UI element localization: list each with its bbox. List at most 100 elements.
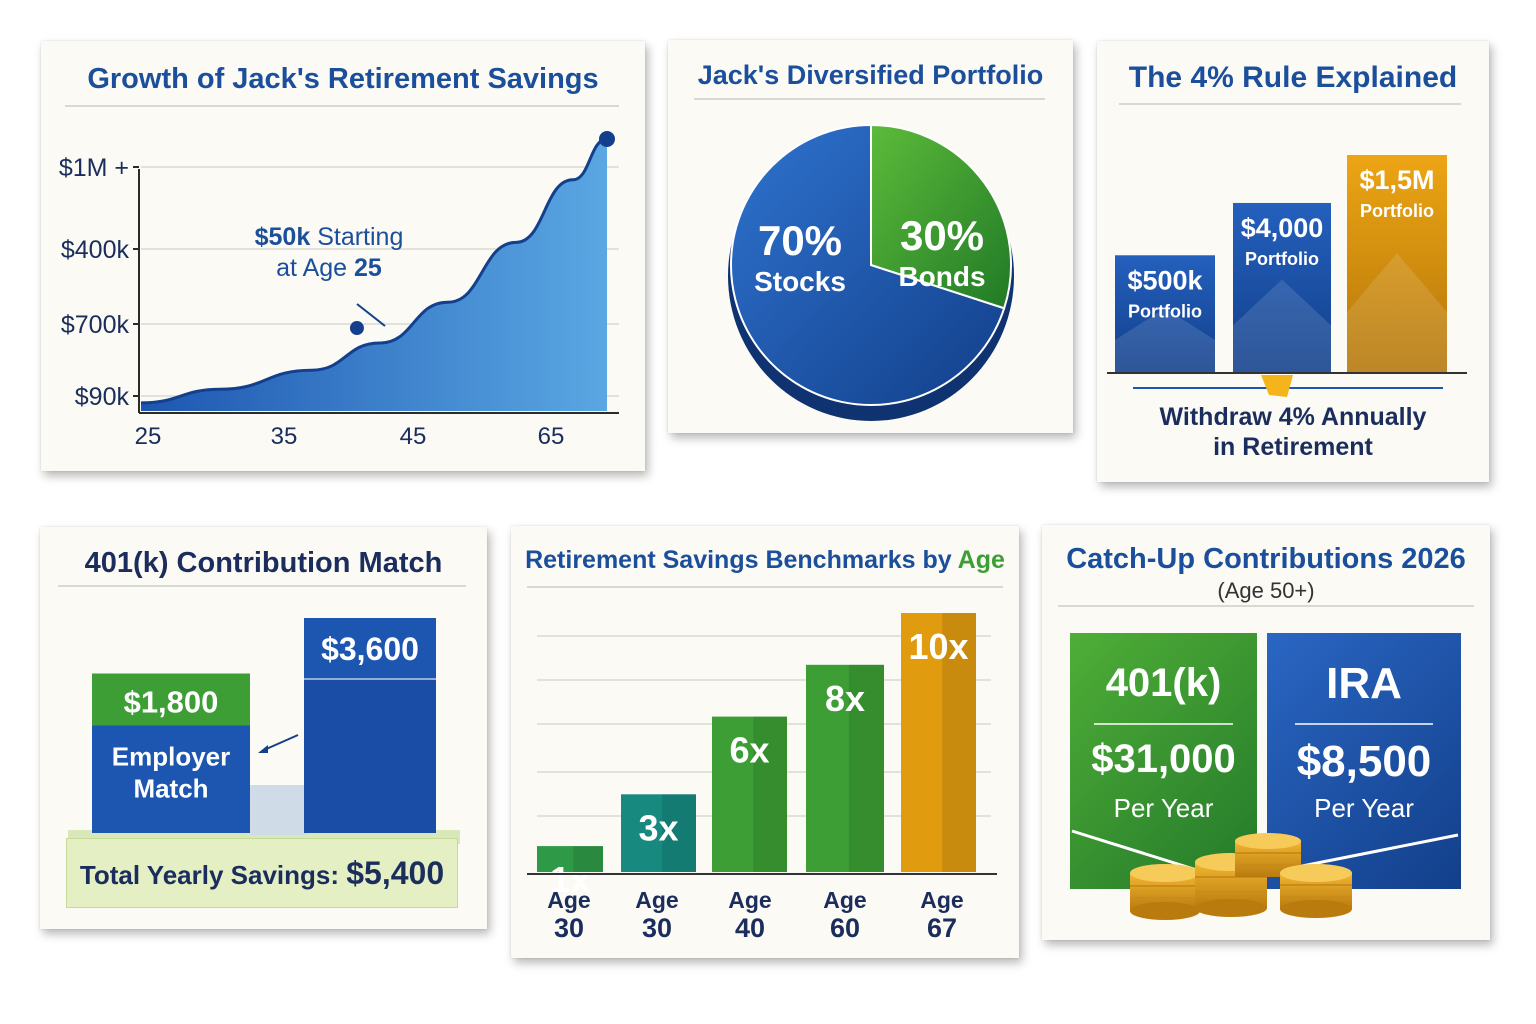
rule4-bar-value: $1,5M [1359,165,1434,195]
rule4-bar-shine [1347,253,1447,373]
portfolio-title-rule [694,98,1045,100]
benchmarks-x-label-line2: 30 [554,913,584,943]
rule4-title: The 4% Rule Explained [1128,61,1458,94]
growth-y-tick-label: $90k [75,383,130,411]
catchup-401k-amount: $31,000 [1091,737,1236,781]
annotation-point [349,321,364,336]
catchup-coins [1071,829,1459,920]
benchmarks-x-label-line1: Age [635,887,678,913]
catchup-401k-period: Per Year [1113,793,1214,823]
growth-y-tick-label: $1M + [59,154,129,182]
growth-x-tick-label: 45 [400,423,427,450]
growth-x-tick-label: 25 [135,423,162,450]
benchmarks-title-main: Retirement Savings Benchmarks by [525,546,958,574]
catchup-title-rule [1058,605,1474,607]
pie-pct-label: 70% [758,217,842,264]
benchmarks-x-label-line1: Age [920,887,963,913]
catchup-card-ira: IRA $8,500 Per Year [1267,633,1461,889]
benchmarks-x-label-line2: 30 [642,913,672,943]
catchup-ira-label: IRA [1326,659,1402,708]
catchup-401k-label: 401(k) [1105,661,1222,705]
rule4-bar-value: $4,000 [1241,213,1324,243]
portfolio-title: Jack's Diversified Portfolio [697,60,1044,90]
match-total-value: $5,400 [346,855,445,891]
catchup-ira-period: Per Year [1314,793,1414,823]
catchup-title: Catch-Up Contributions 2026 [1066,543,1466,575]
rule4-bar [1347,155,1447,373]
annotation-line1: $50k Starting [255,223,404,251]
rule4-bar [1115,255,1215,373]
benchmarks-x-label-line1: Age [728,887,771,913]
benchmarks-bar [712,716,787,872]
benchmarks-x-label-line1: Age [823,887,866,913]
match-title-rule [58,585,466,587]
match-panel: 401(k) Contribution Match $1,800 Employer… [40,527,487,929]
growth-line [140,137,608,405]
rule4-bar-sub: Portfolio [1245,249,1319,269]
benchmarks-title: Retirement Savings Benchmarks by Age [511,546,1019,575]
benchmarks-x-label-line2: 67 [927,913,957,943]
benchmarks-x-label-line2: 40 [735,913,765,943]
benchmarks-x-label-line2: 60 [830,913,860,943]
pie-slice-bonds [870,123,1012,310]
rule4-bar-shine [1115,308,1215,373]
benchmarks-bar [806,664,884,872]
catchup-ira-divider [1295,723,1433,725]
pie-slice-label: Stocks [754,266,846,297]
benchmarks-bar-shade [662,794,696,872]
rule4-caption-1: Withdraw 4% Annually [1159,403,1427,431]
pie-slice-label: Bonds [898,261,985,292]
rule4-title-rule [1119,103,1461,105]
rule4-arrow [1261,375,1293,397]
benchmarks-bar-label: 6x [729,730,769,771]
benchmarks-x-label-line1: Age [547,887,590,913]
growth-y-tick-label: $400k [61,236,130,264]
catchup-subtitle: (Age 50+) [1217,578,1315,603]
benchmarks-bar [621,794,696,872]
match-bar1-sub1: Employer [112,742,231,772]
benchmarks-title-accent: Age [957,546,1005,574]
catchup-ira-amount: $8,500 [1296,737,1432,786]
rule4-bar [1233,202,1331,373]
benchmarks-bar-label: 10x [908,626,968,667]
benchmarks-bar [901,613,976,872]
benchmarks-bar-shade [848,664,884,872]
annotation-leader [356,303,386,327]
growth-area [141,139,607,411]
growth-title: Growth of Jack's Retirement Savings [87,63,599,95]
match-bar-total [304,680,436,833]
match-bar-employer [92,725,250,833]
rule4-panel: The 4% Rule Explained $500k Portfolio $4,0… [1097,41,1489,482]
benchmarks-panel: Retirement Savings Benchmarks by Age 1x 3… [511,526,1019,958]
coin-stack-right [1280,864,1352,918]
growth-panel: Growth of Jack's Retirement Savings $1M … [41,41,645,471]
match-total-prefix: Total Yearly Savings: [79,860,347,890]
match-gap-shade [250,785,306,835]
benchmarks-bar-label: 1x [550,859,590,900]
growth-end-point [599,131,615,147]
match-arrow-head [258,745,268,753]
benchmarks-title-rule [527,586,1003,588]
match-total-text: Total Yearly Savings: $5,400 [66,855,458,892]
match-total-box [66,838,458,908]
benchmarks-bar-shade [753,716,787,872]
match-bar1-value: $1,800 [124,685,219,720]
annotation-line2: at Age 25 [276,254,382,282]
rule4-bar-value: $500k [1127,265,1203,295]
pie-pct-label: 30% [900,212,984,259]
match-bar2-value: $3,600 [321,631,419,667]
catchup-card-401k: 401(k) $31,000 Per Year [1070,633,1257,889]
rule4-bar-sub: Portfolio [1128,301,1202,321]
match-bar-employer-top [92,673,250,729]
rule4-caption-2: in Retirement [1213,433,1373,461]
benchmarks-bar-label: 8x [825,678,865,719]
catchup-panel: Catch-Up Contributions 2026 (Age 50+) 40… [1042,525,1490,940]
rule4-bar-shine [1233,279,1331,373]
benchmarks-bar-label: 3x [638,807,678,848]
catchup-401k-divider [1094,723,1233,725]
portfolio-pie: 70%Stocks 30%Bonds [728,123,1014,421]
match-title: 401(k) Contribution Match [84,547,443,579]
